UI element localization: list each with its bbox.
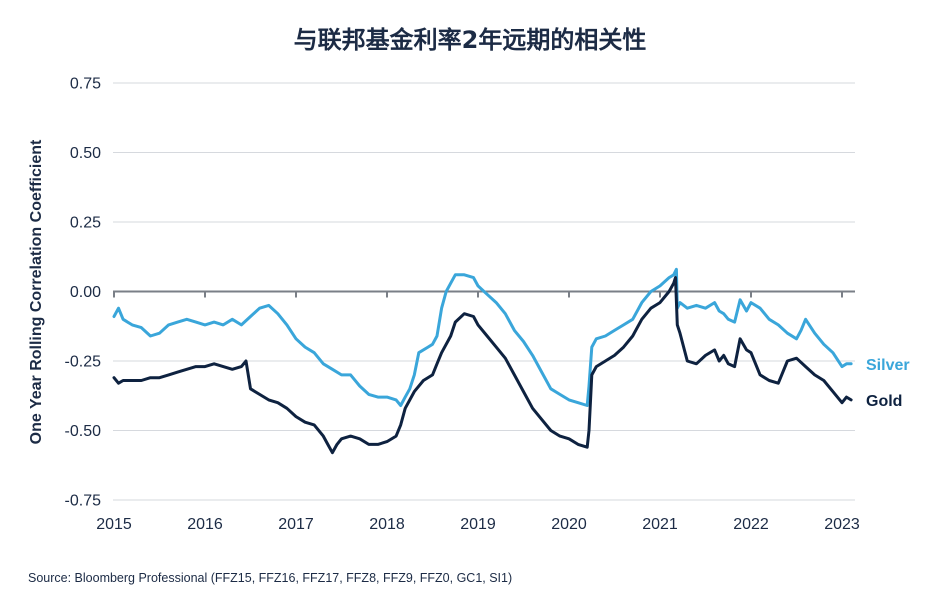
y-tick-label: -0.25 bbox=[65, 354, 102, 371]
x-tick-label: 2023 bbox=[824, 516, 860, 533]
x-tick-label: 2020 bbox=[551, 516, 587, 533]
gold-series-line bbox=[112, 276, 853, 455]
x-tick-label: 2016 bbox=[187, 516, 223, 533]
gridlines bbox=[113, 82, 855, 501]
silver-legend-label: Silver bbox=[866, 357, 910, 374]
x-tick-label: 2018 bbox=[369, 516, 405, 533]
y-tick-label: 0.25 bbox=[70, 215, 101, 232]
x-axis-ticks: 2015 2016 2017 2018 2019 2020 2021 2022 2023 bbox=[96, 291, 860, 533]
y-tick-label: 0.75 bbox=[70, 76, 101, 93]
x-tick-label: 2017 bbox=[278, 516, 314, 533]
x-tick-label: 2022 bbox=[733, 516, 769, 533]
x-tick-label: 2015 bbox=[96, 516, 132, 533]
y-tick-label: -0.75 bbox=[65, 493, 102, 510]
y-tick-label: 0.50 bbox=[70, 145, 101, 162]
y-tick-label: -0.50 bbox=[65, 423, 102, 440]
legend: Silver Gold bbox=[866, 357, 910, 410]
source-note: Source: Bloomberg Professional (FFZ15, F… bbox=[28, 571, 512, 585]
series-lines bbox=[112, 267, 853, 455]
y-tick-label: 0.00 bbox=[70, 284, 101, 301]
y-axis-ticks: 0.75 0.50 0.25 0.00 -0.25 -0.50 -0.75 bbox=[65, 76, 102, 510]
gold-legend-label: Gold bbox=[866, 393, 902, 410]
silver-series-line bbox=[112, 267, 853, 407]
y-axis-label: One Year Rolling Correlation Coefficient bbox=[28, 139, 45, 444]
x-tick-label: 2021 bbox=[642, 516, 678, 533]
x-tick-label: 2019 bbox=[460, 516, 496, 533]
chart-title: 与联邦基金利率2年远期的相关性 bbox=[294, 26, 647, 54]
